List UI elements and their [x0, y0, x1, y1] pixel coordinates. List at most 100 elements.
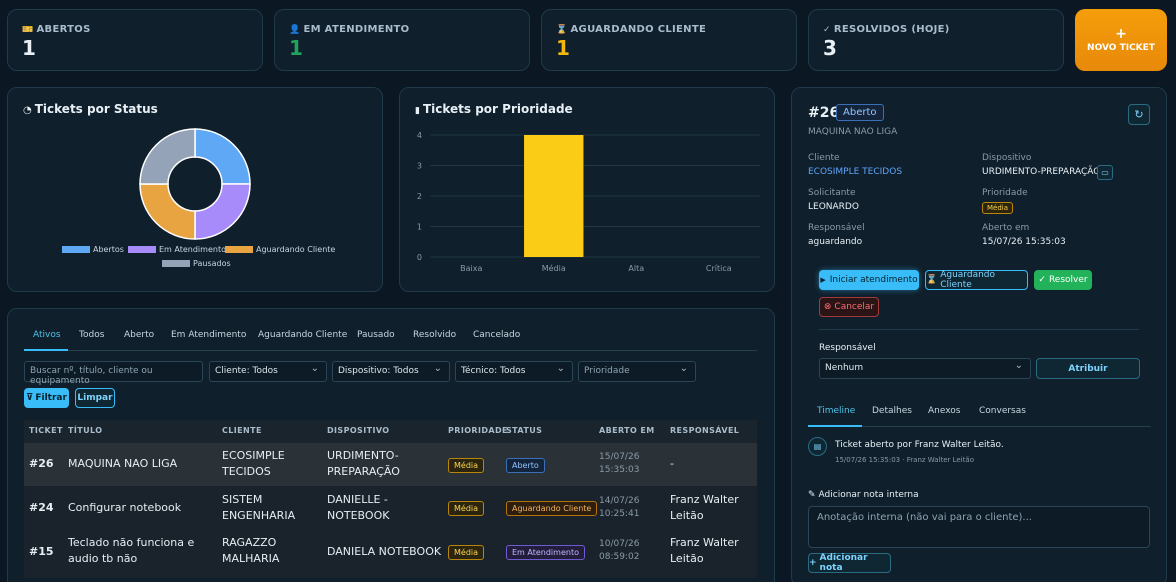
refresh-icon: ↻ — [1134, 108, 1144, 121]
stat-card-resolvidos: ✓ RESOLVIDOS (HOJE) 3 — [808, 9, 1064, 71]
x-tick-label: Crítica — [706, 264, 732, 273]
assign-label: Responsável — [819, 343, 876, 353]
stat-label: ABERTOS — [36, 24, 91, 35]
tab-todos[interactable]: Todos — [79, 330, 105, 340]
status-chart-panel: ◔ Tickets por Status Abertos Em Atendimen… — [7, 87, 383, 292]
monitor-icon: ▭ — [1101, 168, 1109, 177]
resolve-button[interactable]: ✓ Resolver — [1034, 270, 1092, 290]
plus-icon: + — [809, 558, 817, 568]
hourglass-icon: ⌛ — [556, 25, 568, 35]
add-note-button[interactable]: + Adicionar nota — [808, 553, 891, 573]
detail-status-badge: Aberto — [836, 104, 884, 121]
y-tick-label: 2 — [417, 192, 422, 201]
donut-slice-aguardando-cliente — [139, 183, 196, 240]
search-input[interactable]: Buscar nº, título, cliente ou equipament… — [24, 361, 203, 386]
start-service-button[interactable]: ▶ Iniciar atendimento — [819, 270, 919, 290]
stat-label: RESOLVIDOS (HOJE) — [833, 24, 950, 35]
legend-swatch — [225, 246, 253, 253]
bar-chart-icon: ▮ — [415, 106, 420, 116]
note-icon: ✎ — [808, 490, 816, 500]
clear-button[interactable]: Limpar — [75, 388, 115, 408]
check-circle-icon: ✓ — [1038, 275, 1046, 285]
subtab-detalhes[interactable]: Detalhes — [872, 406, 912, 416]
donut-slice-em-atendimento — [194, 183, 251, 240]
user-icon: 👤 — [289, 25, 301, 35]
tecnico-select[interactable]: Técnico: Todos — [455, 361, 573, 382]
priority-badge: Média — [448, 545, 485, 560]
stat-value: 1 — [556, 36, 570, 60]
subtab-conversas[interactable]: Conversas — [979, 406, 1026, 416]
hourglass-icon: ⌛ — [926, 275, 938, 285]
status-badge: Aberto — [506, 458, 545, 473]
legend-swatch — [62, 246, 90, 253]
tab-aberto[interactable]: Aberto — [124, 330, 155, 340]
prioridade-select[interactable]: Prioridade — [578, 361, 696, 382]
tab-em-atendimento[interactable]: Em Atendimento — [171, 330, 247, 340]
stat-value: 3 — [823, 36, 837, 60]
status-tabs: Ativos Todos Aberto Em Atendimento Aguar… — [24, 322, 757, 351]
detail-ticket-number: #26 — [808, 105, 840, 121]
active-tab-indicator — [24, 349, 68, 351]
dispositivo-select[interactable]: Dispositivo: Todos — [332, 361, 450, 382]
plus-icon: + — [1115, 26, 1127, 42]
legend-item: Em Atendimento — [128, 245, 226, 254]
stat-card-em-atendimento: 👤 EM ATENDIMENTO 1 — [274, 9, 530, 71]
play-icon: ▶ — [820, 276, 826, 284]
x-tick-label: Alta — [628, 264, 644, 273]
table-row[interactable]: #24 Configurar notebook SISTEM ENGENHARI… — [24, 486, 757, 530]
device-button[interactable]: ▭ — [1097, 165, 1113, 180]
tab-ativos[interactable]: Ativos — [33, 330, 61, 340]
subtab-anexos[interactable]: Anexos — [928, 406, 961, 416]
filter-icon: ⊽ — [26, 393, 34, 403]
note-textarea[interactable]: Anotação interna (não vai para o cliente… — [808, 506, 1150, 548]
x-tick-label: Baixa — [460, 264, 482, 273]
table-header: TICKET TÍTULO CLIENTE DISPOSITIVO PRIORI… — [24, 420, 757, 443]
divider — [819, 329, 1139, 330]
legend-item: Aguardando Cliente — [225, 245, 335, 254]
timeline-event-icon: ▤ — [808, 437, 827, 456]
legend-item: Abertos — [62, 245, 124, 254]
stat-card-abertos: 🎫 ABERTOS 1 — [7, 9, 263, 71]
stat-value: 1 — [22, 36, 36, 60]
tab-cancelado[interactable]: Cancelado — [473, 330, 521, 340]
table-row[interactable]: #15 Teclado não funciona e audio tb não … — [24, 530, 757, 578]
tab-resolvido[interactable]: Resolvido — [413, 330, 457, 340]
table-row[interactable]: #26 MAQUINA NAO LIGA ECOSIMPLE TECIDOS U… — [24, 443, 757, 486]
x-tick-label: Média — [542, 263, 566, 273]
note-label: ✎ Adicionar nota interna — [808, 490, 919, 500]
legend-swatch — [128, 246, 156, 253]
stat-label: EM ATENDIMENTO — [303, 24, 410, 35]
stat-label: AGUARDANDO CLIENTE — [570, 24, 707, 35]
subtab-timeline[interactable]: Timeline — [817, 406, 856, 416]
legend-swatch — [162, 260, 190, 267]
y-tick-label: 4 — [417, 131, 422, 140]
priority-bar-chart: 0 1 2 3 4 Baixa Média Alta Crítica — [417, 131, 760, 273]
legend-item: Pausados — [162, 259, 231, 268]
assign-button[interactable]: Atribuir — [1036, 358, 1140, 379]
detail-title: MAQUINA NAO LIGA — [808, 127, 898, 137]
refresh-button[interactable]: ↻ — [1128, 104, 1150, 125]
priority-badge: Média — [982, 202, 1014, 214]
tab-aguardando-cliente[interactable]: Aguardando Cliente — [258, 330, 348, 340]
x-circle-icon: ⊗ — [823, 302, 832, 312]
bar-média — [524, 135, 584, 257]
check-circle-icon: ✓ — [823, 25, 831, 35]
tab-pausado[interactable]: Pausado — [357, 330, 395, 340]
filter-button[interactable]: ⊽ Filtrar — [24, 388, 69, 408]
timeline-event-text: Ticket aberto por Franz Walter Leitão. — [835, 440, 1004, 450]
y-tick-label: 3 — [417, 162, 422, 171]
new-ticket-button[interactable]: + NOVO TICKET — [1075, 9, 1167, 71]
cliente-select[interactable]: Cliente: Todos — [209, 361, 327, 382]
waiting-client-button[interactable]: ⌛ Aguardando Cliente — [925, 270, 1028, 290]
detail-cliente-link[interactable]: ECOSIMPLE TECIDOS — [808, 167, 903, 177]
donut-slice-abertos — [194, 128, 251, 185]
assign-select[interactable]: Nenhum — [819, 358, 1031, 379]
cancel-button[interactable]: ⊗ Cancelar — [819, 297, 879, 317]
panel-title: Tickets por Prioridade — [422, 102, 573, 116]
active-subtab-indicator — [808, 425, 862, 427]
ticket-icon: 🎫 — [22, 25, 34, 35]
donut-slice-pausados — [139, 128, 196, 185]
priority-badge: Média — [448, 458, 485, 473]
ticket-icon: ▤ — [813, 442, 822, 451]
stat-value: 1 — [289, 36, 303, 60]
